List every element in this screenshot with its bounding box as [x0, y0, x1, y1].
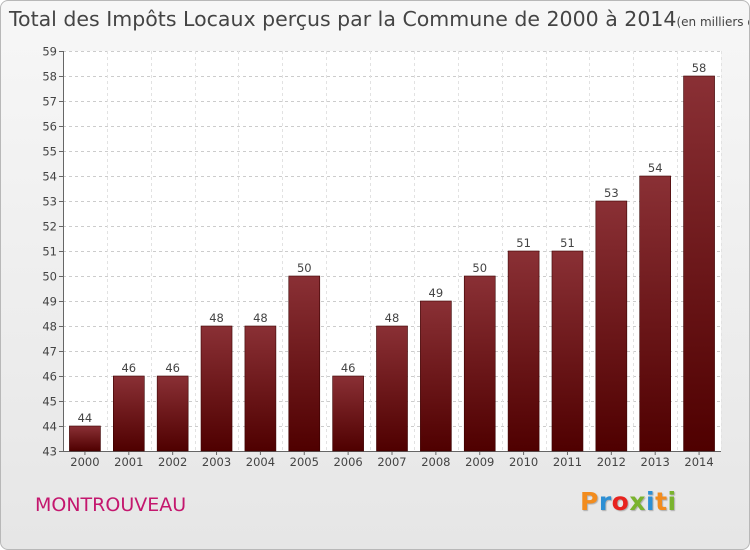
y-tick-label: 46 [42, 370, 57, 384]
x-tick-label-2007: 2007 [377, 455, 406, 469]
x-tick-label-2005: 2005 [290, 455, 319, 469]
logo-letter: x [629, 487, 646, 516]
x-tick-label-2013: 2013 [641, 455, 670, 469]
x-tick-label-2004: 2004 [246, 455, 275, 469]
x-tick-label-2008: 2008 [421, 455, 450, 469]
bar-2002 [156, 375, 189, 452]
value-label-2000: 44 [78, 411, 93, 425]
value-label-2003: 48 [209, 311, 224, 325]
value-label-2008: 49 [429, 286, 444, 300]
bar-2008 [420, 300, 452, 452]
value-label-2001: 46 [121, 361, 136, 375]
x-tick-label-2011: 2011 [553, 455, 582, 469]
x-tick-label-2014: 2014 [684, 455, 713, 469]
logo-letter: r [598, 487, 612, 516]
x-tick-label-2012: 2012 [597, 455, 626, 469]
chart-title-unit: (en milliers d'€) [676, 15, 749, 29]
x-tick-label-2003: 2003 [202, 455, 231, 469]
y-tick-label: 56 [42, 120, 57, 134]
y-tick-label: 54 [42, 170, 57, 184]
logo-letter: t [655, 487, 668, 516]
x-tick-label-2006: 2006 [333, 455, 362, 469]
bar-2003 [200, 325, 233, 452]
y-tick-label: 52 [42, 220, 57, 234]
y-tick-label: 51 [42, 245, 57, 259]
chart-title: Total des Impôts Locaux perçus par la Co… [9, 7, 749, 31]
y-tick-label: 59 [42, 45, 57, 59]
x-tick-label-2009: 2009 [465, 455, 494, 469]
value-label-2010: 51 [516, 236, 531, 250]
x-tick-label-2000: 2000 [70, 455, 99, 469]
y-tick-label: 45 [42, 395, 57, 409]
bar-2013 [639, 175, 672, 452]
y-tick-label: 47 [42, 345, 57, 359]
value-label-2012: 53 [604, 186, 619, 200]
y-tick-label: 43 [42, 445, 57, 459]
y-tick-label: 58 [42, 70, 57, 84]
x-tick-label-2010: 2010 [509, 455, 538, 469]
bars [69, 75, 715, 452]
value-label-2006: 46 [341, 361, 356, 375]
bar-2009 [463, 275, 496, 452]
value-label-2005: 50 [297, 261, 312, 275]
y-tick-label: 57 [42, 95, 57, 109]
value-label-2014: 58 [692, 61, 707, 75]
logo-letter: o [611, 487, 630, 516]
bar-2010 [507, 250, 540, 452]
value-label-2011: 51 [560, 236, 575, 250]
value-label-2002: 46 [165, 361, 180, 375]
value-label-2009: 50 [472, 261, 487, 275]
x-tick-label-2002: 2002 [158, 455, 187, 469]
bar-2001 [113, 375, 145, 452]
axes: 43 44 45 46 47 48 49 50 51 52 53 54 55 56 57 58 59 [42, 45, 721, 459]
y-tick-label: 44 [42, 420, 57, 434]
y-tick-label: 50 [42, 270, 57, 284]
x-tick-label-2001: 2001 [114, 455, 143, 469]
bar-2014 [683, 75, 715, 452]
logo-letter: i [667, 487, 677, 516]
bar-2012 [595, 200, 628, 452]
value-label-2007: 48 [385, 311, 400, 325]
town-name: MONTROUVEAU [35, 494, 187, 516]
logo-letter: P [580, 487, 599, 516]
y-tick-label: 53 [42, 195, 57, 209]
bar-2006 [332, 375, 364, 452]
value-label-2013: 54 [648, 161, 663, 175]
value-label-2004: 48 [253, 311, 268, 325]
y-tick-label: 55 [42, 145, 57, 159]
labels: 44 2000 46 2001 46 2002 48 2003 48 2004 50 2005 46 20… [70, 61, 713, 469]
bar-2004 [244, 325, 277, 452]
y-tick-label: 49 [42, 295, 57, 309]
y-tick-label: 48 [42, 320, 57, 334]
logo-letter: i [646, 487, 656, 516]
proxiti-logo[interactable]: Proxiti [580, 487, 677, 516]
bar-2005 [288, 275, 321, 452]
bar-2011 [551, 250, 584, 452]
bar-2007 [376, 325, 408, 452]
bar-2000 [69, 425, 101, 452]
